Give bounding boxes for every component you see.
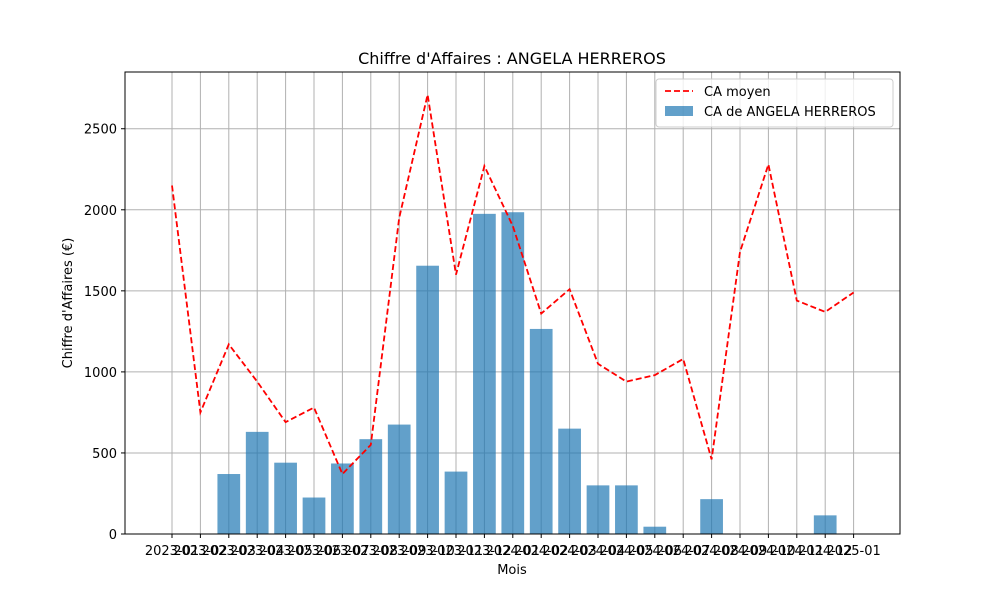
x-tick-label: 2023-08 — [344, 544, 398, 559]
bar — [700, 499, 723, 534]
x-tick-label: 2024-09 — [713, 544, 767, 559]
y-tick-label: 0 — [109, 528, 117, 543]
x-tick-label: 2023-07 — [315, 544, 369, 559]
y-tick-label: 500 — [92, 447, 117, 462]
bar — [615, 485, 638, 534]
legend: CA moyen CA de ANGELA HERREROS — [655, 78, 894, 128]
x-axis: 2023-012023-022023-032023-042023-052023-… — [145, 534, 881, 559]
x-tick-label: 2023-01 — [145, 544, 199, 559]
y-tick-label: 2500 — [84, 123, 117, 138]
x-axis-label: Mois — [497, 563, 527, 578]
y-axis: 0 500 1000 1500 2000 2500 — [84, 123, 125, 543]
x-tick-label: 2024-07 — [656, 544, 710, 559]
x-tick-label: 2024-05 — [599, 544, 653, 559]
x-tick-label: 2024-10 — [741, 544, 795, 559]
x-tick-label: 2024-11 — [770, 544, 824, 559]
bar — [245, 431, 269, 534]
average-line — [171, 94, 855, 476]
legend-label-ca-personne: CA de ANGELA HERREROS — [704, 105, 876, 120]
x-tick-label: 2023-10 — [400, 544, 454, 559]
x-tick-label: 2024-06 — [628, 544, 682, 559]
bar — [416, 265, 439, 534]
bar — [387, 424, 411, 534]
x-tick-label: 2024-03 — [542, 544, 596, 559]
bar — [302, 497, 326, 534]
x-tick-label: 2023-03 — [202, 544, 256, 559]
bar — [643, 526, 667, 534]
x-tick-label: 2023-04 — [230, 544, 284, 559]
bar — [529, 328, 553, 534]
x-tick-label: 2024-12 — [798, 544, 852, 559]
bar — [501, 212, 525, 534]
bar-series — [217, 212, 837, 534]
chart-title: Chiffre d'Affaires : ANGELA HERREROS — [358, 49, 666, 68]
y-axis-label: Chiffre d'Affaires (€) — [61, 238, 76, 369]
legend-bar-swatch — [665, 106, 693, 116]
bar — [274, 462, 297, 534]
x-tick-label: 2023-11 — [429, 544, 483, 559]
x-tick-label: 2025-01 — [826, 544, 880, 559]
legend-box — [655, 78, 894, 128]
x-tick-label: 2023-12 — [457, 544, 511, 559]
x-tick-label: 2024-01 — [486, 544, 540, 559]
y-tick-label: 1500 — [84, 285, 117, 300]
bar — [217, 474, 241, 534]
y-tick-label: 1000 — [84, 366, 117, 381]
x-tick-label: 2024-02 — [514, 544, 568, 559]
x-tick-label: 2023-06 — [287, 544, 341, 559]
x-tick-label: 2024-04 — [571, 544, 625, 559]
line-series — [171, 94, 855, 476]
bar — [359, 439, 383, 534]
bar — [331, 463, 354, 534]
x-tick-label: 2024-08 — [684, 544, 738, 559]
bar — [473, 213, 496, 534]
x-tick-label: 2023-02 — [173, 544, 227, 559]
x-tick-label: 2023-09 — [372, 544, 426, 559]
y-tick-label: 2000 — [84, 204, 117, 219]
bar — [558, 428, 581, 534]
x-tick-label: 2023-05 — [258, 544, 312, 559]
bar — [586, 485, 610, 534]
legend-label-ca-moyen: CA moyen — [704, 85, 771, 100]
bar — [813, 515, 837, 534]
bar — [444, 471, 468, 534]
